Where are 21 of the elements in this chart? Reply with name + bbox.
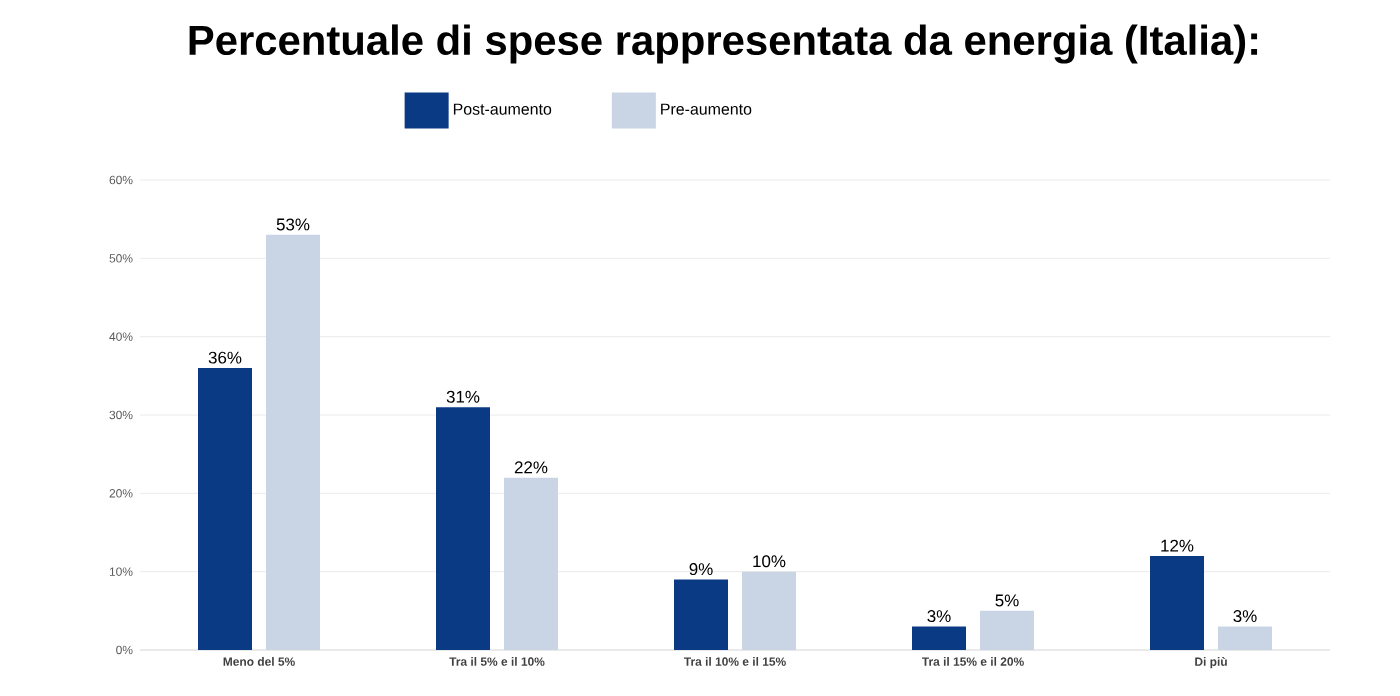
data-label: 10%	[753, 555, 786, 568]
bar	[674, 579, 729, 650]
data-label: 12%	[1161, 539, 1194, 552]
bar	[912, 626, 967, 650]
bar	[198, 368, 252, 650]
data-label: 22%	[514, 461, 548, 474]
data-label: 53%	[276, 218, 310, 231]
bar	[266, 234, 320, 650]
data-label: 3%	[927, 610, 951, 623]
bar	[980, 610, 1035, 650]
bar	[436, 407, 490, 650]
bar	[1218, 626, 1273, 650]
data-label: 9%	[689, 563, 713, 576]
data-label: 36%	[208, 351, 242, 364]
data-label: 5%	[995, 594, 1019, 607]
bar	[742, 571, 797, 650]
chart-title: Percentuale di spese rappresentata da energia (Italia):	[189, 24, 1258, 64]
bar	[1150, 556, 1205, 650]
bar	[504, 477, 559, 650]
data-label: 3%	[1233, 610, 1257, 623]
data-label: 31%	[446, 390, 480, 403]
